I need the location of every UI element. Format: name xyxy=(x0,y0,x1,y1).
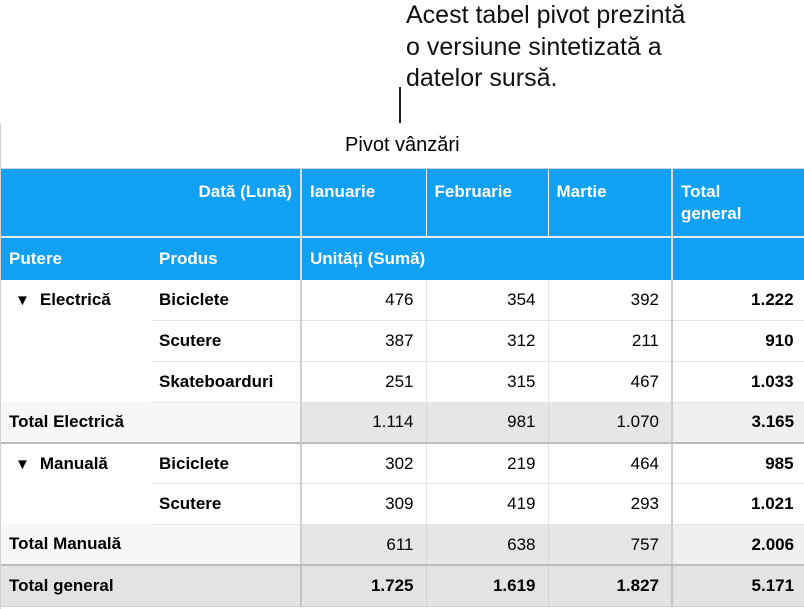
pivot-table-container: Pivot vânzări Dată (Lună) Ianuarie Febru… xyxy=(0,123,804,609)
group-empty-cell[interactable] xyxy=(1,321,151,362)
subtotal-empty-cell[interactable] xyxy=(151,402,301,445)
callout-leader-line xyxy=(399,87,401,123)
value-cell[interactable]: 392 xyxy=(547,280,672,322)
pivot-table-title[interactable]: Pivot vânzări xyxy=(1,123,804,169)
row-total-cell[interactable]: 910 xyxy=(670,320,804,362)
row-total-cell[interactable]: 1.021 xyxy=(670,483,804,525)
value-cell[interactable]: 467 xyxy=(547,361,672,403)
callout-line-1: Acest tabel pivot prezintă xyxy=(406,1,686,29)
value-cell[interactable]: 309 xyxy=(300,483,426,525)
row-total-cell[interactable]: 1.222 xyxy=(670,280,804,322)
callout-line-3: datelor sursă. xyxy=(406,64,558,92)
group-header-electrica[interactable]: ▼ Electrică xyxy=(1,280,151,321)
subtotal-total-cell[interactable]: 3.165 xyxy=(670,402,804,445)
grand-total-value-cell[interactable]: 1.827 xyxy=(547,564,672,607)
callout-line-2: o versiune sintetizată a xyxy=(406,32,662,61)
value-cell[interactable]: 419 xyxy=(425,483,548,525)
value-cell[interactable]: 302 xyxy=(300,443,426,485)
row-total-cell[interactable]: 985 xyxy=(670,443,804,485)
table-row[interactable]: Scutere 387 312 211 910 xyxy=(1,320,804,362)
column-header-grand-total[interactable]: Total general xyxy=(670,168,804,237)
group-empty-cell[interactable] xyxy=(1,361,151,402)
disclosure-triangle-icon[interactable]: ▼ xyxy=(15,292,30,310)
column-field-label[interactable]: Dată (Lună) xyxy=(151,168,301,237)
subtotal-row-manuala[interactable]: Total Manuală 611 638 757 2.006 xyxy=(1,524,804,567)
group-label: Manuală xyxy=(39,453,108,473)
subtotal-label[interactable]: Total Electrică xyxy=(1,402,151,445)
value-cell[interactable]: 315 xyxy=(425,361,548,403)
product-cell[interactable]: Scutere xyxy=(151,483,301,525)
table-row[interactable]: ▼ Manuală Biciclete 302 219 464 985 xyxy=(1,443,804,485)
grand-total-header-line-2: general xyxy=(681,203,742,223)
subtotal-value-cell[interactable]: 638 xyxy=(425,524,548,567)
grand-total-label[interactable]: Total general xyxy=(1,564,151,607)
value-cell[interactable]: 293 xyxy=(547,483,672,525)
table-row[interactable]: ▼ Electrică Biciclete 476 354 392 1.222 xyxy=(1,280,804,322)
subtotal-total-cell[interactable]: 2.006 xyxy=(670,524,804,567)
table-row[interactable]: Skateboarduri 251 315 467 1.033 xyxy=(1,361,804,403)
column-header-martie[interactable]: Martie xyxy=(547,168,672,237)
table-row[interactable]: Scutere 309 419 293 1.021 xyxy=(1,483,804,525)
row-field-produs[interactable]: Produs xyxy=(151,236,301,280)
subtotal-row-electrica[interactable]: Total Electrică 1.114 981 1.070 3.165 xyxy=(1,402,804,445)
subtotal-value-cell[interactable]: 757 xyxy=(547,524,672,567)
grand-total-value-cell[interactable]: 1.725 xyxy=(300,564,426,607)
grand-total-empty-cell[interactable] xyxy=(151,564,301,607)
value-cell[interactable]: 219 xyxy=(425,443,548,485)
subtotal-value-cell[interactable]: 981 xyxy=(425,402,548,445)
row-total-cell[interactable]: 1.033 xyxy=(670,361,804,403)
product-cell[interactable]: Biciclete xyxy=(151,443,301,485)
subtotal-label[interactable]: Total Manuală xyxy=(1,524,151,567)
value-cell[interactable]: 387 xyxy=(300,320,426,362)
column-header-februarie[interactable]: Februarie xyxy=(425,168,548,237)
column-header-ianuarie[interactable]: Ianuarie xyxy=(300,168,426,237)
subtotal-value-cell[interactable]: 1.070 xyxy=(547,402,672,445)
product-cell[interactable]: Skateboarduri xyxy=(151,361,301,403)
grand-total-value-cell[interactable]: 1.619 xyxy=(425,564,548,607)
group-header-manuala[interactable]: ▼ Manuală xyxy=(1,443,151,484)
group-label: Electrică xyxy=(39,290,111,310)
product-cell[interactable]: Biciclete xyxy=(151,280,301,322)
value-cell[interactable]: 211 xyxy=(547,320,672,362)
grand-total-row[interactable]: Total general 1.725 1.619 1.827 5.171 xyxy=(1,564,804,607)
value-field-label[interactable]: Unități (Sumă) xyxy=(300,236,672,280)
group-empty-cell[interactable] xyxy=(1,484,151,525)
value-cell[interactable]: 251 xyxy=(300,361,426,403)
disclosure-triangle-icon[interactable]: ▼ xyxy=(15,455,30,473)
subtotal-empty-cell[interactable] xyxy=(151,524,301,567)
value-cell[interactable]: 476 xyxy=(300,280,426,322)
grand-total-total-cell[interactable]: 5.171 xyxy=(670,564,804,607)
header-blank-cell[interactable] xyxy=(1,168,151,237)
product-cell[interactable]: Scutere xyxy=(151,320,301,362)
row-field-putere[interactable]: Putere xyxy=(1,236,151,280)
value-cell[interactable]: 312 xyxy=(425,320,548,362)
subtotal-value-cell[interactable]: 611 xyxy=(300,524,426,567)
subtotal-value-cell[interactable]: 1.114 xyxy=(300,402,426,445)
pivot-table[interactable]: Pivot vânzări Dată (Lună) Ianuarie Febru… xyxy=(1,123,804,607)
callout-annotation: Acest tabel pivot prezintă o versiune si… xyxy=(406,0,796,95)
value-cell[interactable]: 464 xyxy=(547,443,672,485)
grand-total-header-line-1: Total xyxy=(681,181,721,201)
value-cell[interactable]: 354 xyxy=(425,280,548,322)
value-field-blank-cell[interactable] xyxy=(670,236,804,280)
